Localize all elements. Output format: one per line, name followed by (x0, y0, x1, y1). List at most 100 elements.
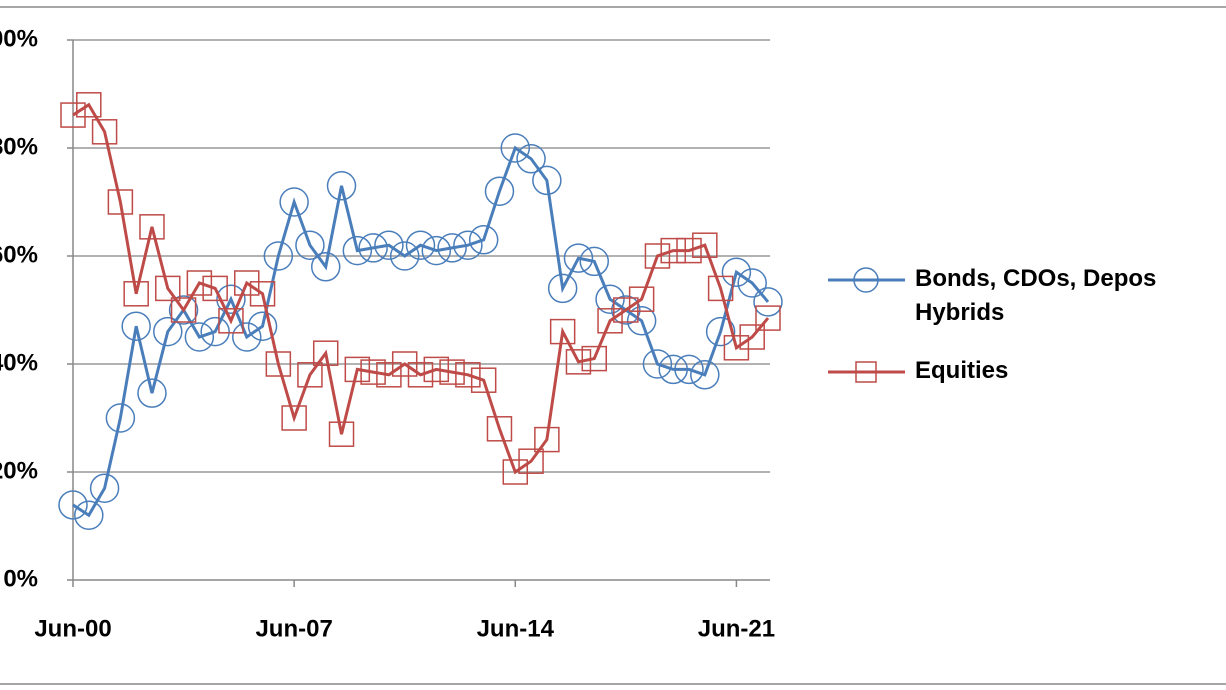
y-tick-label: 0% (3, 565, 38, 592)
point (297, 362, 323, 388)
point (89, 473, 120, 503)
point (155, 275, 181, 302)
point (613, 297, 639, 323)
point (518, 448, 544, 474)
point (310, 252, 341, 282)
point (437, 233, 467, 263)
point (249, 281, 276, 307)
x-tick-label: Jun-07 (255, 615, 332, 642)
point (121, 311, 151, 341)
point (658, 354, 688, 385)
point (676, 237, 702, 264)
point (391, 351, 418, 377)
y-tick-label: 60% (0, 241, 38, 268)
point (279, 187, 309, 217)
point (455, 362, 481, 388)
series-line (72, 102, 770, 475)
point (247, 311, 278, 341)
point (721, 257, 752, 287)
y-tick-label: 20% (0, 457, 38, 484)
point (139, 214, 165, 240)
point (660, 237, 686, 264)
point (232, 322, 262, 352)
point (265, 351, 292, 377)
point (468, 225, 499, 255)
point (737, 268, 767, 298)
point (534, 426, 560, 453)
legend-marker (853, 267, 879, 293)
point (328, 421, 355, 447)
x-tick-label: Jun-21 (698, 615, 775, 642)
point (326, 171, 357, 201)
series-line (72, 145, 770, 518)
point (295, 230, 325, 260)
y-tick-label: 40% (0, 349, 38, 376)
point (565, 349, 592, 375)
point (186, 270, 213, 296)
point (595, 284, 625, 314)
y-tick-label: 100% (0, 25, 38, 52)
point (626, 306, 657, 336)
point (692, 232, 718, 258)
point (312, 340, 339, 366)
point (502, 459, 529, 485)
point (58, 490, 88, 520)
point (547, 273, 578, 304)
point (453, 230, 483, 260)
x-tick-label: Jun-14 (477, 615, 555, 642)
point (516, 144, 546, 174)
point (170, 297, 197, 323)
chart-border (0, 6, 1226, 685)
point (611, 295, 641, 325)
legend-label: Bonds, CDOs, Depos Hybrids (915, 265, 1157, 326)
point (234, 270, 260, 296)
point (216, 284, 246, 314)
point (374, 230, 404, 260)
point (405, 230, 436, 260)
point (91, 119, 118, 145)
point (389, 241, 420, 271)
point (76, 92, 102, 118)
point (218, 308, 244, 334)
point (60, 102, 86, 128)
point (137, 378, 167, 408)
point (342, 235, 373, 266)
point (423, 356, 450, 383)
point (202, 275, 228, 302)
point (421, 235, 452, 266)
point (360, 359, 386, 385)
point (153, 316, 183, 347)
point (707, 275, 734, 302)
point (168, 295, 199, 325)
point (484, 176, 515, 206)
point (358, 233, 388, 263)
point (579, 246, 609, 277)
point (439, 359, 465, 385)
legend-marker (855, 361, 877, 383)
point (200, 316, 230, 347)
point (642, 349, 673, 379)
point (105, 403, 136, 433)
point (107, 189, 134, 215)
point (184, 322, 215, 352)
point (755, 305, 781, 331)
point (563, 243, 594, 273)
point (723, 335, 750, 361)
point (581, 345, 607, 372)
point (500, 133, 531, 163)
point (705, 316, 736, 347)
point (690, 360, 720, 390)
legend-label: Equities (915, 357, 1009, 384)
x-tick-label: Jun-00 (34, 615, 111, 642)
point (123, 281, 149, 307)
point (753, 287, 783, 317)
point (470, 367, 497, 393)
point (344, 356, 371, 383)
point (376, 362, 402, 388)
point (486, 416, 513, 442)
point (628, 286, 655, 312)
point (674, 354, 704, 385)
point (597, 308, 623, 334)
